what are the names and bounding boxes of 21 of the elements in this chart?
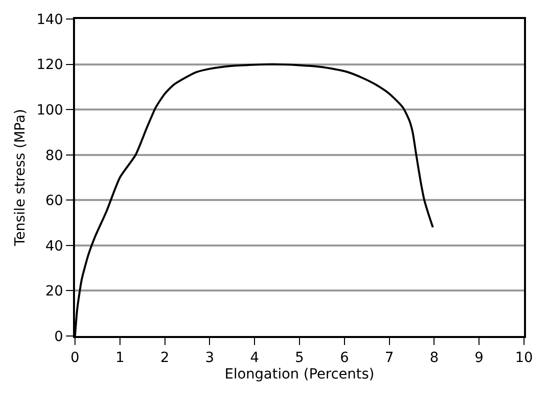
x-tick-label: 8 [430,350,439,366]
y-tick-label: 100 [36,102,64,118]
y-tick-label: 40 [45,238,64,254]
x-tick-label: 10 [515,350,533,366]
x-tick-label: 3 [205,350,214,366]
x-tick-label: 9 [474,350,484,366]
y-tick-label: 60 [45,193,64,210]
x-tick-label: 7 [384,350,394,366]
x-axis-title: Elongation (Percents) [224,366,374,383]
y-tick-label: 140 [36,12,64,28]
y-tick-label: 20 [45,284,64,300]
y-tick-label: 0 [54,328,64,345]
x-tick-label: 6 [340,350,349,366]
y-tick-label: 120 [36,57,64,74]
x-tick-label: 1 [115,350,124,366]
y-axis-title: Tensile stress (MPa) [12,108,29,248]
x-tick-label: 2 [160,350,170,366]
x-tick-label: 4 [250,350,260,366]
x-tick-label: 5 [295,350,304,366]
x-tick-label: 0 [70,350,80,366]
y-tick-label: 80 [45,148,64,164]
